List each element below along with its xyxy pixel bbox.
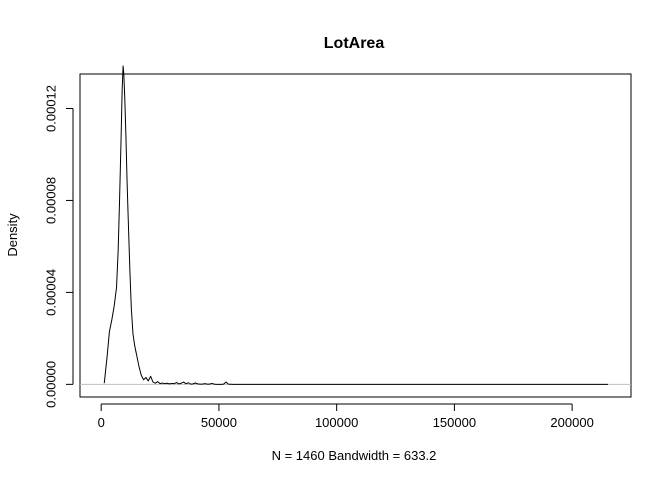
plot-frame [79,73,632,398]
x-tick-label: 150000 [433,415,476,430]
y-tick-label: 0.00008 [43,177,58,224]
x-tick-label: 50000 [201,415,237,430]
y-axis-label: Density [5,213,20,257]
y-tick-label: 0.00004 [43,269,58,316]
x-tick-label: 200000 [550,415,593,430]
chart-title: LotArea [324,35,385,52]
x-tick-label: 0 [98,415,105,430]
y-tick-label: 0.00000 [43,361,58,408]
axes-layer: 0 50000 100000 150000 200000 0.00000 0.00004 0.… [43,85,631,430]
series-layer [103,65,609,385]
density-line [103,65,609,385]
x-tick-label: 100000 [315,415,358,430]
y-tick-label: 0.00012 [43,85,58,132]
x-axis-label: N = 1460 Bandwidth = 633.2 [272,448,437,463]
